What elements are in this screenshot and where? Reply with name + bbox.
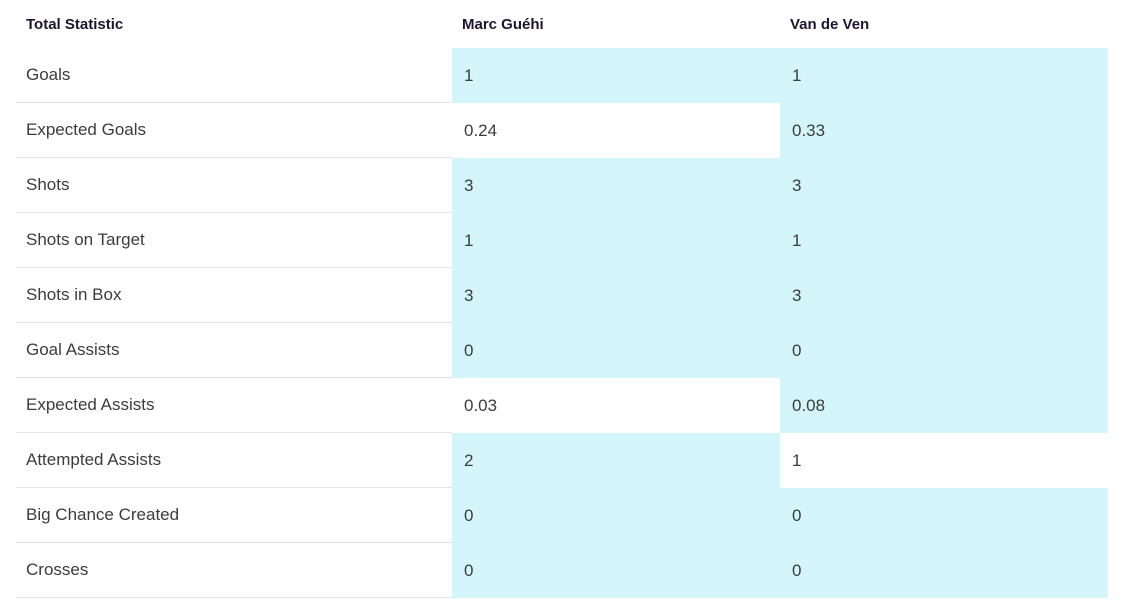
stat-label: Crosses (16, 543, 452, 598)
player1-value: 3 (452, 268, 780, 323)
player1-value: 0.03 (464, 395, 498, 415)
player1-value: 0.24 (464, 120, 498, 140)
player2-value: 1 (780, 213, 1108, 268)
player2-value: 0 (780, 488, 1108, 543)
table-row: Goals 1 1 (16, 48, 1108, 103)
player2-value: 3 (780, 158, 1108, 213)
player1-value: 2 (452, 433, 780, 488)
player1-value: 1 (452, 213, 780, 268)
table-row: Shots on Target 1 1 (16, 213, 1108, 268)
table-body: Goals 1 1 Expected Goals 0.24 0.33 Shots 3 3 Shot… (16, 48, 1108, 598)
player1-value: 3 (452, 158, 780, 213)
stat-label: Goal Assists (16, 323, 452, 378)
stat-label: Goals (16, 48, 452, 103)
table-row: Big Chance Created 0 0 (16, 488, 1108, 543)
table-header-row: Total Statistic Marc Guéhi Van de Ven (16, 0, 1108, 48)
player1-value: 1 (452, 48, 780, 103)
player1-value: 0 (452, 488, 780, 543)
header-total-statistic: Total Statistic (26, 15, 124, 33)
stats-comparison-table: Total Statistic Marc Guéhi Van de Ven Go… (16, 0, 1108, 598)
table-row: Expected Assists 0.03 0.08 (16, 378, 1108, 433)
player1-value: 0 (452, 323, 780, 378)
stat-label: Expected Goals (16, 103, 452, 158)
stat-label: Expected Assists (16, 378, 452, 433)
stat-label: Shots (16, 158, 452, 213)
table-row: Goal Assists 0 0 (16, 323, 1108, 378)
table-row: Attempted Assists 2 1 (16, 433, 1108, 488)
stat-label: Attempted Assists (16, 433, 452, 488)
player2-value: 0 (780, 323, 1108, 378)
player2-value: 0 (780, 543, 1108, 598)
player2-value: 3 (780, 268, 1108, 323)
stat-label: Shots on Target (16, 213, 452, 268)
header-player2: Van de Ven (790, 15, 870, 33)
player2-value: 0.08 (780, 378, 1108, 433)
table-row: Shots 3 3 (16, 158, 1108, 213)
table-row: Expected Goals 0.24 0.33 (16, 103, 1108, 158)
stat-label: Big Chance Created (16, 488, 452, 543)
player2-value: 1 (780, 48, 1108, 103)
table-row: Crosses 0 0 (16, 543, 1108, 598)
player2-value: 1 (792, 450, 802, 470)
header-player1: Marc Guéhi (462, 15, 544, 33)
player1-value: 0 (452, 543, 780, 598)
stat-label: Shots in Box (16, 268, 452, 323)
table-row: Shots in Box 3 3 (16, 268, 1108, 323)
player2-value: 0.33 (780, 103, 1108, 158)
